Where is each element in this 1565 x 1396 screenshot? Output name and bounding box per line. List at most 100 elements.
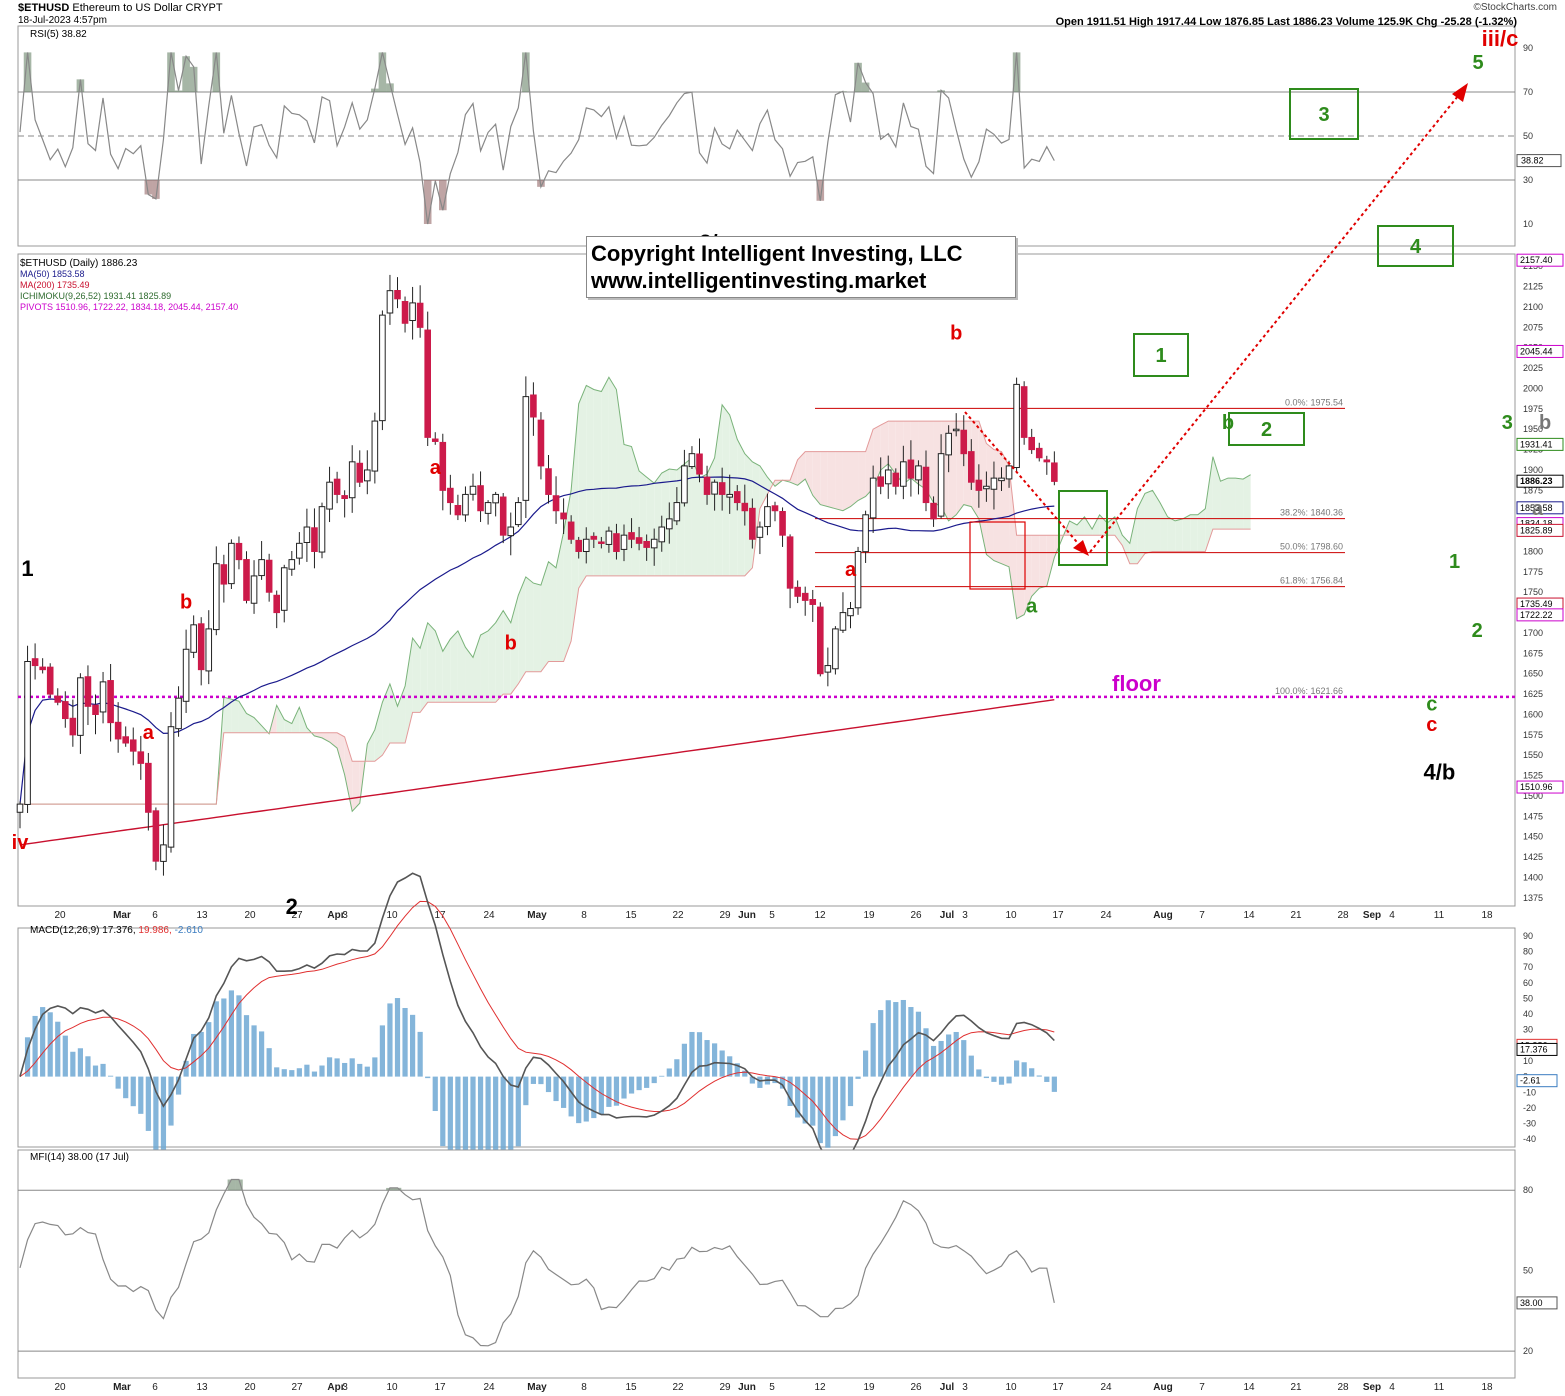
- price-tick-label: 1525: [1523, 771, 1543, 781]
- mfi-tick-label: 20: [1523, 1346, 1533, 1356]
- price-tick-label: 1900: [1523, 465, 1543, 475]
- ichimoku-cloud-green: [616, 389, 624, 576]
- ichimoku-cloud-green: [457, 630, 466, 703]
- macd-histogram-bar: [198, 1031, 204, 1077]
- candle-up: [326, 481, 333, 510]
- macd-histogram-bar: [893, 1002, 899, 1077]
- macd-histogram-bar: [259, 1031, 265, 1077]
- ichimoku-cloud-red: [986, 443, 994, 561]
- macd-value-tag-text: 17.376: [1520, 1044, 1548, 1054]
- date-tick-label: 26: [910, 910, 922, 921]
- macd-histogram-bar: [991, 1076, 997, 1082]
- macd-histogram-bar: [651, 1076, 657, 1084]
- candle-down: [69, 717, 77, 736]
- price-tag-value: 1834.18: [1520, 519, 1553, 529]
- candle-down: [892, 472, 900, 487]
- rsi-tick-label: 90: [1523, 43, 1533, 53]
- candle-down: [749, 507, 756, 540]
- macd-histogram-bar: [228, 990, 234, 1077]
- candle-down: [54, 695, 62, 703]
- wave-label: b: [1539, 412, 1551, 434]
- candle-up: [990, 477, 998, 490]
- candle-up: [484, 502, 492, 514]
- candle-up: [839, 612, 847, 631]
- candle-up: [182, 648, 190, 702]
- wave-label: iv: [12, 832, 30, 854]
- date-tick-label: Apr: [327, 1382, 344, 1393]
- macd-histogram-bar: [221, 998, 227, 1077]
- ichimoku-cloud-green: [382, 683, 390, 756]
- macd-histogram-bar: [447, 1076, 453, 1171]
- candle-down: [31, 658, 39, 667]
- rsi-overbought-fill: [167, 52, 175, 92]
- macd-histogram-bar: [485, 1076, 491, 1175]
- ma200-line: [19, 699, 1055, 846]
- rsi-overbought-fill: [76, 79, 85, 92]
- macd-tick-label: -20: [1523, 1103, 1536, 1113]
- date-tick-label: 22: [672, 910, 684, 921]
- candle-down: [930, 502, 937, 520]
- candle-up: [515, 502, 522, 526]
- chart-date: 18-Jul-2023 4:57pm: [18, 15, 107, 26]
- macd-histogram-bar: [168, 1076, 174, 1126]
- ichimoku-span-b: [20, 420, 1251, 805]
- ichimoku-cloud-green: [510, 595, 519, 695]
- macd-histogram-bar: [621, 1076, 627, 1099]
- ichimoku-cloud-green: [1129, 508, 1138, 564]
- rsi-oversold-fill: [423, 180, 432, 224]
- ichimoku-cloud-green: [608, 377, 617, 576]
- date-tick-label: 17: [1052, 910, 1064, 921]
- date-tick-label: Apr: [327, 910, 344, 921]
- candle-down: [703, 476, 711, 495]
- price-tick-label: 1625: [1523, 689, 1543, 699]
- candle-down: [960, 429, 968, 455]
- fib-label: 38.2%: 1840.36: [1280, 508, 1343, 518]
- ichimoku-cloud-green: [593, 389, 602, 576]
- date-tick-label: 20: [54, 910, 66, 921]
- ichimoku-cloud-green: [1160, 502, 1168, 552]
- date-tick-label: 10: [1005, 1382, 1017, 1393]
- candle-up: [681, 465, 688, 504]
- chart-header-left: $ETHUSD Ethereum to US Dollar CRYPT: [18, 2, 223, 14]
- date-tick-label: Jun: [738, 910, 756, 921]
- macd-histogram-bar: [696, 1032, 703, 1077]
- macd-histogram-bar: [681, 1043, 687, 1077]
- price-tag: [1516, 780, 1564, 794]
- candle-down: [907, 459, 915, 479]
- ichimoku-cloud-green: [707, 457, 715, 576]
- ichimoku-cloud-red: [888, 421, 896, 475]
- macd-histogram-bar: [628, 1076, 635, 1094]
- macd-histogram-bar: [930, 1045, 937, 1077]
- date-tick-label: 18: [1481, 1382, 1493, 1393]
- rsi-last-tag: [1516, 154, 1562, 168]
- macd-tick-label: 90: [1523, 931, 1533, 941]
- macd-histogram-bar: [961, 1040, 967, 1077]
- fib-label: 61.8%: 1756.84: [1280, 576, 1343, 586]
- macd-histogram-bar: [636, 1076, 642, 1091]
- candle-up: [469, 485, 477, 495]
- macd-histogram-bar: [795, 1076, 801, 1118]
- date-tick-label: 24: [483, 910, 495, 921]
- ichimoku-cloud-red: [314, 732, 322, 738]
- candle-up: [983, 485, 990, 490]
- ichimoku-cloud-green: [1092, 514, 1100, 536]
- wave-label: a: [1026, 596, 1038, 618]
- candle-down: [733, 491, 741, 504]
- rsi-overbought-fill: [212, 52, 221, 92]
- rally-projection-line: [1089, 95, 1459, 553]
- price-tick-label: 1600: [1523, 709, 1543, 719]
- candle-down: [341, 495, 348, 500]
- date-tick-label: 18: [1481, 910, 1493, 921]
- candle-up: [998, 477, 1005, 482]
- rsi-tick-label: 50: [1523, 131, 1533, 141]
- candle-down: [394, 289, 401, 300]
- macd-tick-label: -40: [1523, 1134, 1536, 1144]
- price-tag-value: 1825.89: [1520, 525, 1553, 535]
- rsi-line: [19, 52, 1055, 225]
- rsi-overbought-fill: [522, 52, 530, 92]
- price-tick-label: 2100: [1523, 302, 1543, 312]
- date-tick-label: 28: [1337, 910, 1349, 921]
- date-tick-label: 24: [1100, 910, 1112, 921]
- date-tick-label: 28: [1337, 1382, 1349, 1393]
- macd-histogram-bar: [553, 1076, 559, 1102]
